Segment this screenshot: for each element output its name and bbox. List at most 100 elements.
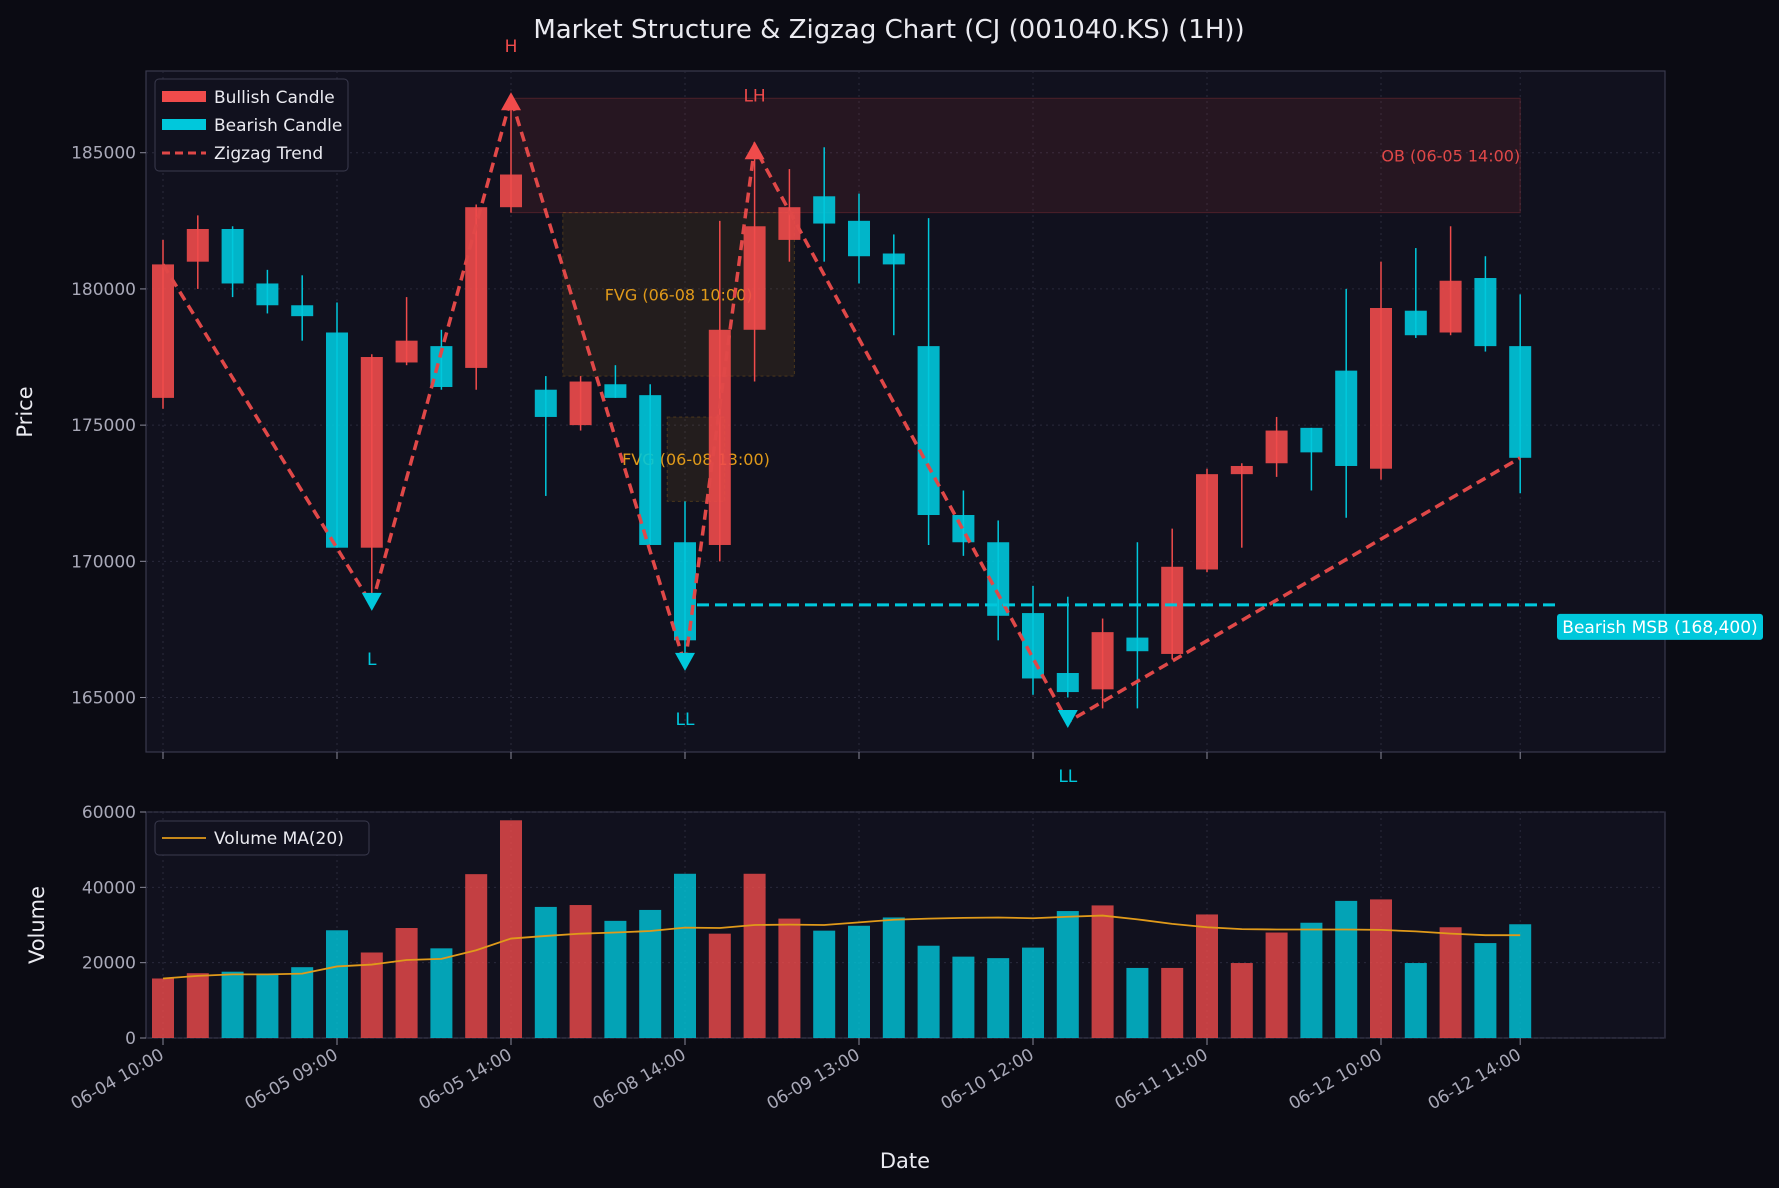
swing-low-label: LL: [1058, 767, 1077, 787]
volume-bar: [1335, 900, 1358, 1038]
volume-bar: [152, 978, 174, 1038]
volume-y-tick-label: 60000: [82, 803, 136, 823]
volume-legend: Volume MA(20): [154, 820, 370, 856]
volume-bar: [952, 956, 975, 1038]
volume-bar: [291, 967, 314, 1038]
volume-bar: [326, 930, 348, 1038]
candles-layer: [152, 174, 1532, 693]
volume-bar: [360, 952, 383, 1038]
x-axis-label: Date: [880, 1149, 930, 1173]
volume-bar: [569, 905, 592, 1038]
volume-bar: [1196, 914, 1218, 1038]
volume-bar: [917, 945, 940, 1038]
msb-label: Bearish MSB (168,400): [1562, 618, 1757, 638]
swing-high-label: LH: [743, 86, 765, 106]
bullish-candle: [152, 264, 174, 398]
msb-label-box: [1557, 613, 1763, 640]
bearish-candle: [534, 389, 557, 417]
volume-bar: [1161, 967, 1184, 1038]
volume-bar: [674, 873, 696, 1038]
bullish-candle: [1265, 430, 1288, 464]
price-y-tick-label: 185000: [71, 144, 136, 164]
price-y-axis-label: Price: [13, 386, 37, 437]
bearish-candle: [430, 346, 453, 387]
bearish-candle: [848, 220, 870, 257]
volume-bar: [1404, 963, 1427, 1038]
bearish-candle: [639, 395, 662, 545]
volume-bar: [1056, 911, 1079, 1038]
volume-y-axis-label: Volume: [25, 886, 49, 964]
bullish-candle: [1370, 307, 1392, 469]
chart-title: Market Structure & Zigzag Chart (CJ (001…: [533, 15, 1244, 45]
price-y-tick-label: 175000: [71, 416, 136, 436]
fvg-zone-label: FVG (06-08 10:00): [605, 285, 753, 304]
bullish-candle: [1196, 474, 1218, 570]
swing-low-marker: [675, 652, 695, 671]
volume-y-tick-label: 40000: [82, 878, 136, 898]
bearish-candle: [1509, 346, 1532, 458]
bearish-candle: [1022, 613, 1044, 679]
price-y-tick-label: 170000: [71, 552, 136, 572]
volume-bar: [1126, 967, 1149, 1038]
bearish-candle: [1126, 637, 1149, 652]
swing-low-label: L: [367, 650, 377, 670]
bearish-candle: [291, 305, 314, 317]
bearish-candle: [952, 515, 975, 543]
legend-bearish-label: Bearish Candle: [214, 116, 342, 136]
price-y-tick-label: 165000: [71, 689, 136, 709]
swing-low-marker: [361, 592, 382, 611]
volume-bar: [256, 973, 279, 1038]
price-grid: [146, 71, 1665, 759]
volume-bar: [186, 973, 209, 1038]
bearish-candle: [987, 542, 1010, 616]
bearish-candle: [326, 332, 348, 548]
ob-zone: [510, 97, 1521, 214]
bullish-candle: [1161, 566, 1184, 654]
bearish-candle: [604, 384, 627, 398]
bullish-candle: [1230, 465, 1253, 475]
legend-bullish-swatch: [162, 91, 206, 102]
volume-bar: [221, 971, 244, 1038]
volume-bar: [1230, 963, 1253, 1038]
volume-bar: [778, 918, 801, 1038]
bearish-candle: [1404, 310, 1427, 336]
bearish-candle: [674, 542, 696, 641]
legend-zigzag-label: Zigzag Trend: [214, 144, 323, 164]
bearish-candle: [1300, 427, 1323, 453]
swing-high-marker: [744, 141, 765, 160]
swing-low-label: LL: [676, 710, 695, 730]
price-y-tick-label: 180000: [71, 280, 136, 300]
volume-bar: [882, 917, 905, 1038]
bullish-candle: [500, 174, 522, 208]
bearish-candle: [256, 283, 279, 306]
volume-y-tick-label: 0: [125, 1029, 136, 1049]
volume-bars-layer: [152, 820, 1532, 1038]
bearish-candle: [221, 228, 244, 284]
volume-bar: [500, 820, 522, 1038]
legend-bearish-swatch: [162, 119, 206, 130]
bearish-candle: [813, 196, 836, 224]
price-legend: Bullish Candle Bearish Candle Zigzag Tre…: [154, 78, 349, 172]
volume-legend-box: [154, 820, 370, 856]
volume-bar: [848, 925, 870, 1038]
bullish-candle: [1091, 632, 1114, 690]
bullish-candle: [569, 381, 592, 426]
bullish-candle: [778, 207, 801, 240]
bearish-candle: [1056, 673, 1079, 693]
bullish-candle: [395, 340, 418, 363]
volume-ma-layer: [162, 914, 1521, 980]
volume-bar: [1370, 899, 1392, 1038]
volume-bar: [1439, 927, 1462, 1038]
volume-bar: [395, 928, 418, 1038]
bearish-candle: [882, 253, 905, 265]
volume-bar: [534, 906, 557, 1038]
bearish-candle: [917, 346, 940, 516]
volume-bar: [1022, 947, 1044, 1038]
msb-layer: Bearish MSB (168,400): [697, 603, 1763, 640]
swing-low-marker: [1057, 710, 1078, 729]
bullish-candle: [360, 357, 383, 548]
bullish-candle: [708, 329, 731, 545]
legend-ma-label: Volume MA(20): [214, 829, 344, 849]
volume-bar: [1300, 922, 1323, 1038]
volume-bar: [1509, 924, 1532, 1038]
